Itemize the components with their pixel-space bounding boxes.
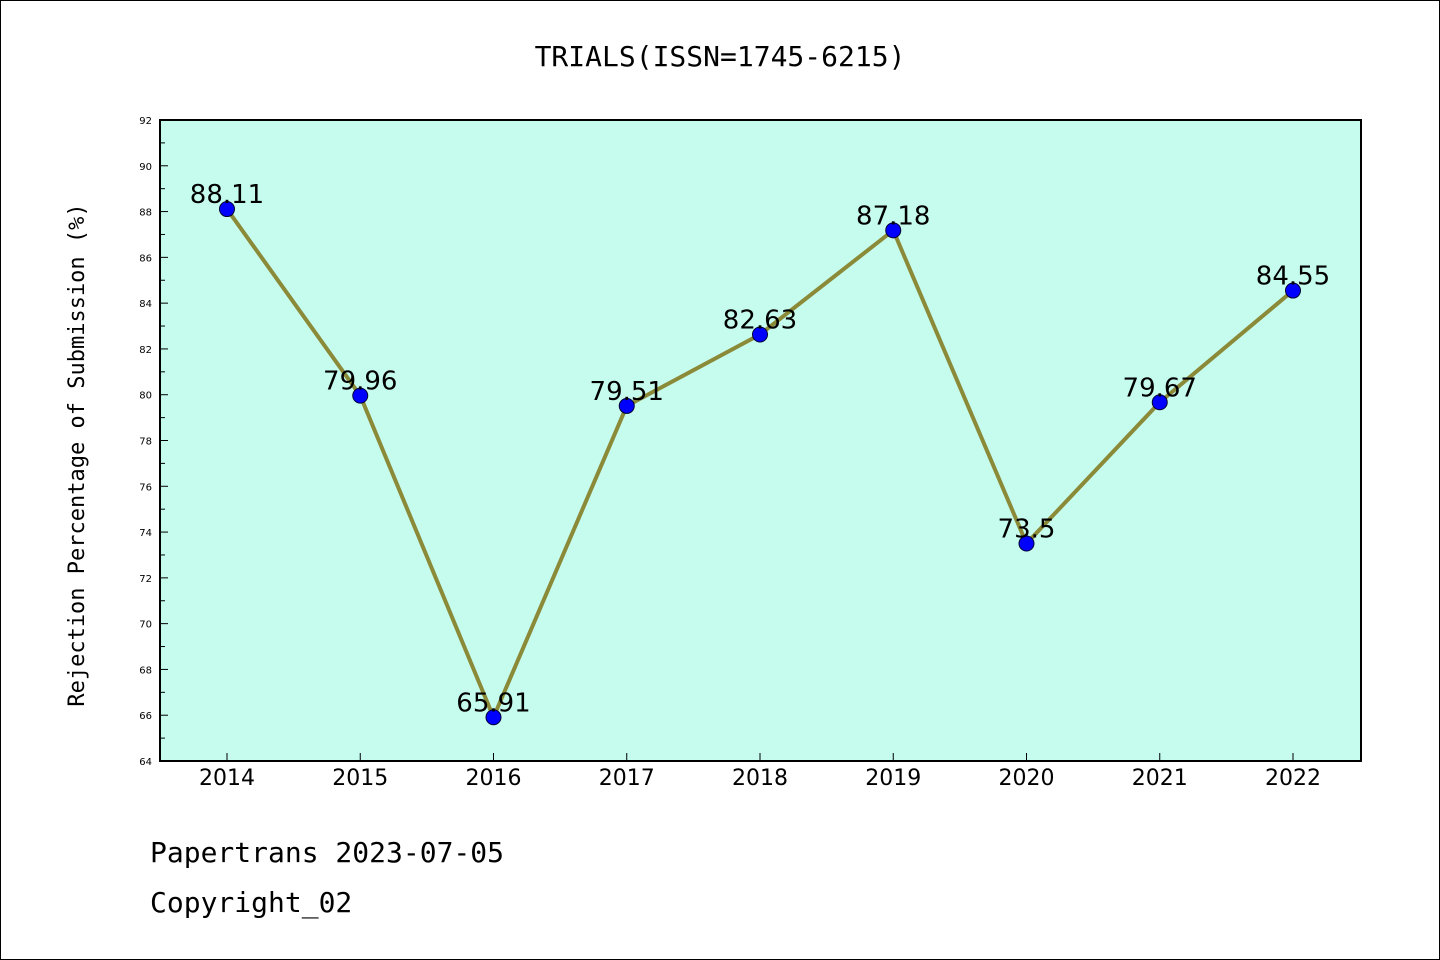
y-tick-label: 78 — [139, 437, 152, 448]
series-layer — [219, 201, 1301, 726]
y-tick-label: 82 — [139, 345, 152, 356]
data-point — [1018, 535, 1035, 552]
y-tick-label: 90 — [139, 162, 152, 173]
x-tick-label: 2014 — [199, 766, 255, 791]
data-label: 73.5 — [998, 515, 1056, 545]
y-tick-label: 64 — [139, 757, 152, 768]
x-axis-ticks: 2014 2015 2016 2017 2018 2019 2020 2021 2022 — [199, 753, 1321, 791]
y-tick-label: 88 — [139, 208, 152, 219]
data-label: 84.55 — [1256, 262, 1330, 292]
y-tick-label: 80 — [139, 391, 152, 402]
data-point — [885, 222, 902, 239]
x-tick-label: 2022 — [1265, 766, 1321, 791]
data-point — [618, 397, 635, 414]
x-tick-label: 2015 — [332, 766, 388, 791]
y-tick-label: 66 — [139, 711, 152, 722]
footer-date-text: Papertrans 2023-07-05 — [150, 836, 505, 869]
y-tick-label: 84 — [139, 299, 152, 310]
data-point — [352, 387, 369, 404]
y-axis-label: Rejection Percentage of Submission (%) — [65, 203, 90, 706]
y-tick-label: 74 — [139, 528, 152, 539]
x-tick-label: 2019 — [865, 766, 921, 791]
y-tick-label: 68 — [139, 665, 152, 676]
x-tick-label: 2021 — [1132, 766, 1188, 791]
x-tick-label: 2018 — [732, 766, 788, 791]
data-point — [752, 326, 768, 343]
data-label: 79.96 — [323, 367, 397, 397]
plot-border — [159, 119, 1362, 762]
data-label: 79.51 — [590, 377, 664, 407]
data-label: 82.63 — [723, 306, 797, 336]
y-axis-ticks: 64 66 68 70 72 74 76 78 80 82 84 86 88 90 92 — [139, 116, 168, 768]
data-label: 87.18 — [856, 201, 930, 231]
data-point — [1285, 282, 1301, 299]
data-point — [485, 709, 502, 726]
plot-area — [160, 120, 1361, 761]
data-point — [1151, 394, 1168, 411]
data-labels: 88.11 79.96 65.91 79.51 82.63 87.18 73.5 79.67 8… — [190, 180, 1330, 718]
y-tick-label: 86 — [139, 253, 152, 264]
y-tick-label: 72 — [139, 574, 152, 585]
data-point — [219, 201, 235, 218]
y-tick-label: 70 — [139, 620, 152, 631]
footer-copyright-text: Copyright_02 — [150, 886, 353, 919]
x-tick-label: 2016 — [466, 766, 522, 791]
chart-title: TRIALS(ISSN=1745-6215) — [535, 40, 906, 73]
data-label: 65.91 — [456, 688, 530, 718]
data-label: 79.67 — [1123, 373, 1197, 403]
x-tick-label: 2017 — [599, 766, 655, 791]
data-label: 88.11 — [190, 180, 264, 210]
y-tick-label: 92 — [139, 116, 152, 127]
x-tick-label: 2020 — [999, 766, 1055, 791]
y-tick-label: 76 — [139, 482, 152, 493]
